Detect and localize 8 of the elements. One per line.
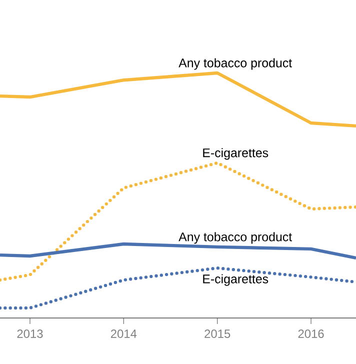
series-label: Any tobacco product: [178, 58, 292, 70]
x-tick-label: 2014: [110, 330, 137, 338]
x-tick-label: 2015: [204, 330, 230, 338]
x-tick-label: 2013: [17, 330, 43, 338]
series-label: Any tobacco product: [178, 232, 292, 244]
series-label: E-cigarettes: [203, 148, 268, 160]
x-tick-label: 2016: [298, 330, 324, 338]
series-label: E-cigarettes: [203, 274, 268, 286]
